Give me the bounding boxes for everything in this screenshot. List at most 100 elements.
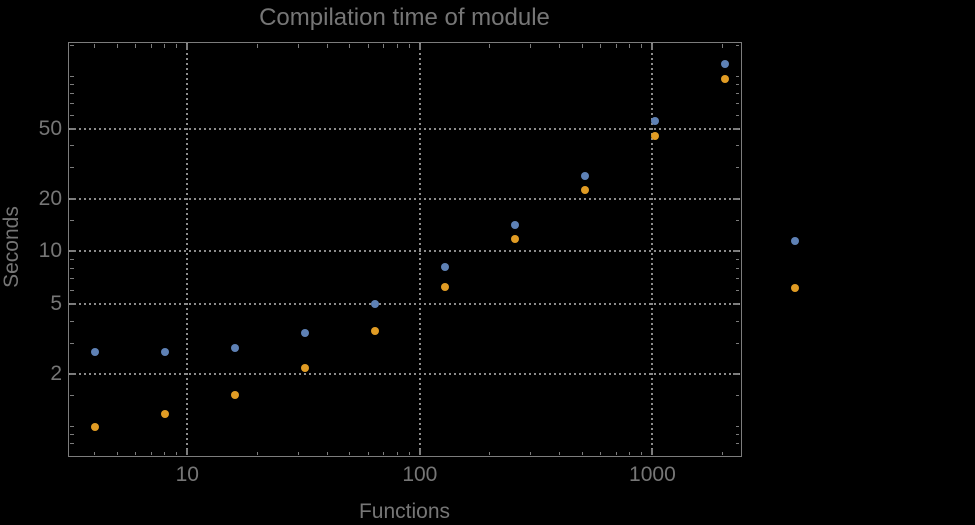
- data-point-blue: [370, 299, 379, 308]
- data-point-blue: [300, 328, 309, 337]
- data-point-orange: [440, 282, 449, 291]
- data-point-blue: [90, 347, 99, 356]
- data-point-orange: [720, 74, 729, 83]
- x-minor-tick: [176, 44, 178, 48]
- y-minor-tick: [70, 267, 74, 269]
- y-major-tick: [70, 250, 76, 253]
- y-minor-tick: [70, 434, 74, 436]
- x-minor-tick: [408, 44, 410, 48]
- y-minor-tick: [70, 83, 74, 85]
- data-point-blue: [650, 116, 659, 125]
- x-gridline: [418, 43, 421, 455]
- x-minor-tick: [150, 451, 152, 455]
- data-point-blue: [720, 60, 729, 69]
- y-major-tick: [70, 303, 76, 306]
- x-minor-tick: [581, 451, 583, 455]
- y-minor-tick: [735, 220, 739, 222]
- x-minor-tick: [94, 451, 96, 455]
- x-minor-tick: [326, 451, 328, 455]
- y-minor-tick: [735, 278, 739, 280]
- x-major-tick: [186, 44, 189, 50]
- y-tick-label: 50: [38, 116, 62, 140]
- data-point-orange: [160, 410, 169, 419]
- x-minor-tick: [383, 44, 385, 48]
- y-major-tick: [733, 250, 739, 253]
- x-minor-tick: [581, 44, 583, 48]
- data-point-orange: [370, 327, 379, 336]
- x-major-tick: [651, 44, 654, 50]
- data-point-blue: [230, 343, 239, 352]
- x-minor-tick: [383, 451, 385, 455]
- x-minor-tick: [721, 44, 723, 48]
- x-minor-tick: [367, 451, 369, 455]
- chart-title: Compilation time of module: [259, 4, 550, 31]
- x-minor-tick: [164, 451, 166, 455]
- y-minor-tick: [735, 44, 739, 46]
- y-minor-tick: [735, 167, 739, 169]
- y-minor-tick: [735, 114, 739, 116]
- x-minor-tick: [489, 44, 491, 48]
- x-minor-tick: [135, 44, 137, 48]
- x-minor-tick: [559, 44, 561, 48]
- x-major-tick: [186, 449, 189, 455]
- data-point-orange: [230, 391, 239, 400]
- y-minor-tick: [735, 92, 739, 94]
- y-minor-tick: [70, 320, 74, 322]
- data-point-blue: [510, 220, 519, 229]
- y-tick-label: 5: [50, 292, 62, 316]
- x-major-tick: [418, 44, 421, 50]
- x-minor-tick: [559, 451, 561, 455]
- x-minor-tick: [530, 451, 532, 455]
- y-gridline: [69, 372, 740, 375]
- x-minor-tick: [164, 44, 166, 48]
- x-minor-tick: [297, 451, 299, 455]
- x-minor-tick: [408, 451, 410, 455]
- x-major-tick: [651, 449, 654, 455]
- y-minor-tick: [735, 75, 739, 77]
- y-minor-tick: [735, 320, 739, 322]
- y-major-tick: [733, 127, 739, 130]
- data-point-blue: [790, 236, 799, 245]
- y-minor-tick: [735, 443, 739, 445]
- y-minor-tick: [70, 167, 74, 169]
- y-gridline: [69, 250, 740, 253]
- y-minor-tick: [70, 92, 74, 94]
- y-tick-label: 2: [50, 361, 62, 385]
- y-gridline: [69, 303, 740, 306]
- y-major-tick: [733, 372, 739, 375]
- x-minor-tick: [629, 451, 631, 455]
- x-minor-tick: [349, 451, 351, 455]
- data-point-orange: [510, 234, 519, 243]
- data-point-orange: [790, 283, 799, 292]
- y-minor-tick: [70, 75, 74, 77]
- x-minor-tick: [396, 451, 398, 455]
- x-minor-tick: [256, 44, 258, 48]
- x-major-tick: [418, 449, 421, 455]
- x-gridline: [651, 43, 654, 455]
- x-minor-tick: [349, 44, 351, 48]
- data-point-orange: [90, 422, 99, 431]
- x-minor-tick: [530, 44, 532, 48]
- x-minor-tick: [396, 44, 398, 48]
- y-major-tick: [70, 372, 76, 375]
- x-tick-label: 10: [175, 463, 199, 486]
- y-minor-tick: [70, 289, 74, 291]
- x-minor-tick: [629, 44, 631, 48]
- y-minor-tick: [735, 102, 739, 104]
- y-minor-tick: [70, 426, 74, 428]
- y-tick-label: 20: [38, 186, 62, 210]
- y-minor-tick: [70, 220, 74, 222]
- y-minor-tick: [70, 145, 74, 147]
- x-minor-tick: [94, 44, 96, 48]
- x-minor-tick: [176, 451, 178, 455]
- x-minor-tick: [615, 451, 617, 455]
- x-minor-tick: [256, 451, 258, 455]
- y-minor-tick: [70, 395, 74, 397]
- x-minor-tick: [326, 44, 328, 48]
- y-minor-tick: [735, 434, 739, 436]
- data-point-blue: [440, 262, 449, 271]
- y-tick-label: 10: [38, 239, 62, 263]
- y-minor-tick: [735, 258, 739, 260]
- x-minor-tick: [721, 451, 723, 455]
